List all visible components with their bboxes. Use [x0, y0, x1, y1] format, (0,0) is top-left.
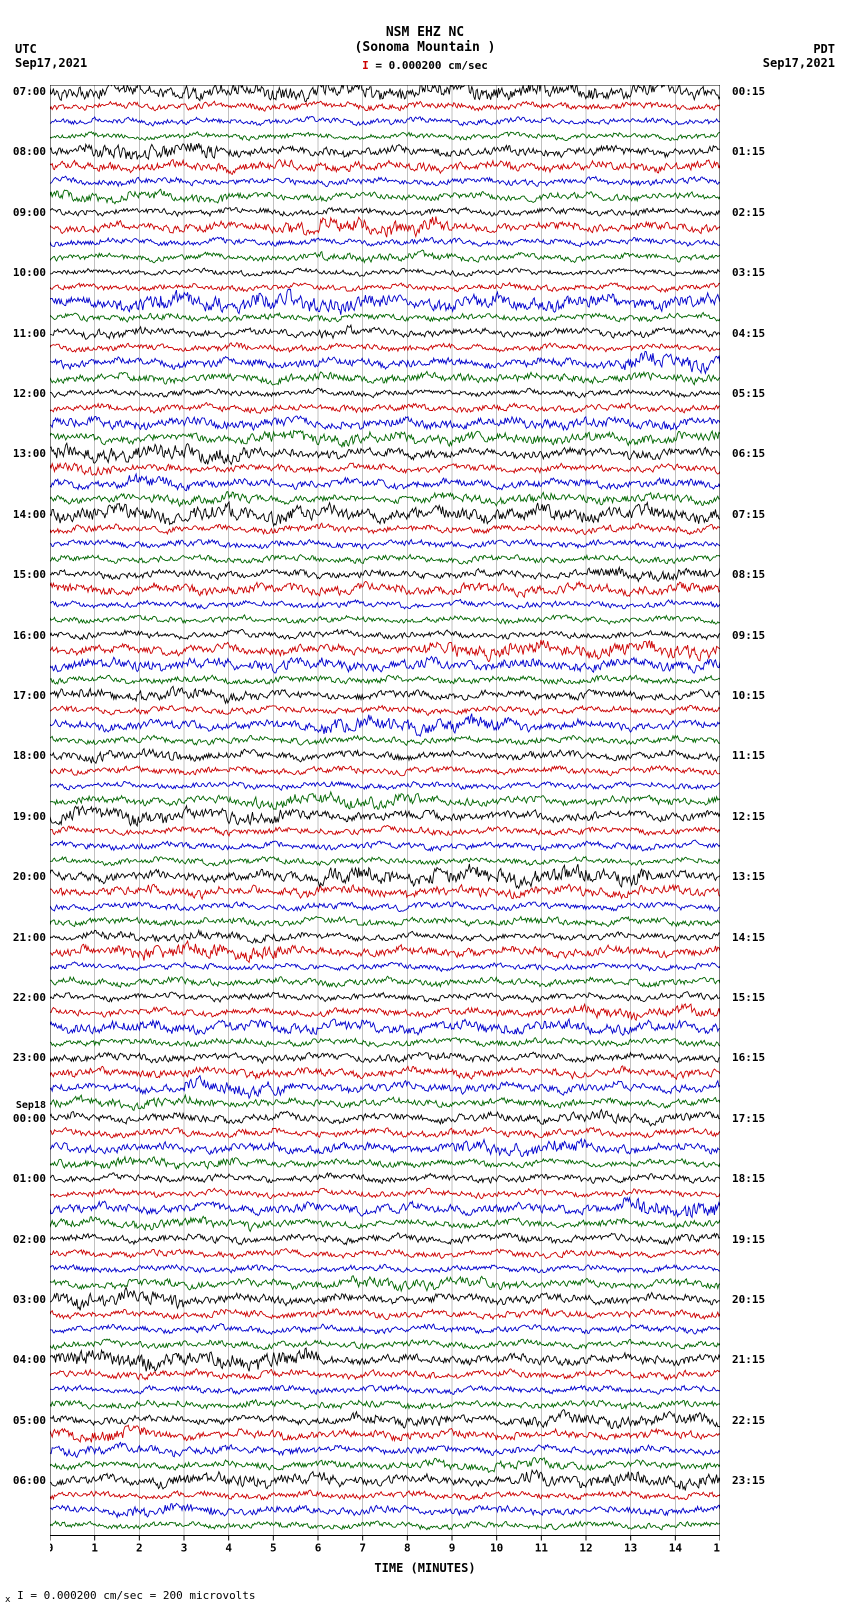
left-hour-label: 07:00 [13, 85, 46, 98]
left-hour-label: 10:00 [13, 266, 46, 279]
svg-text:15: 15 [713, 1542, 720, 1555]
svg-text:4: 4 [225, 1542, 232, 1555]
right-hour-label: 03:15 [732, 266, 765, 279]
right-hour-label: 14:15 [732, 931, 765, 944]
svg-text:12: 12 [579, 1542, 592, 1555]
left-hour-label: 02:00 [13, 1233, 46, 1246]
right-hour-label: 00:15 [732, 85, 765, 98]
right-hour-label: 21:15 [732, 1353, 765, 1366]
x-axis-label: TIME (MINUTES) [0, 1561, 850, 1575]
tz-date-right: Sep17,2021 [763, 56, 835, 70]
right-hour-label: 15:15 [732, 991, 765, 1004]
svg-text:7: 7 [359, 1542, 366, 1555]
left-hour-label: 23:00 [13, 1051, 46, 1064]
left-hour-label: 15:00 [13, 568, 46, 581]
header: NSM EHZ NC (Sonoma Mountain ) I = 0.0002… [0, 25, 850, 72]
left-hour-label: 17:00 [13, 689, 46, 702]
right-hour-label: 23:15 [732, 1474, 765, 1487]
seismogram-page: NSM EHZ NC (Sonoma Mountain ) I = 0.0002… [0, 0, 850, 1613]
seismogram-svg: 0123456789101112131415 [50, 85, 720, 1555]
date-marker: Sep18 [16, 1100, 46, 1111]
left-hour-label: 20:00 [13, 870, 46, 883]
left-hour-label: 03:00 [13, 1293, 46, 1306]
left-hour-label: 09:00 [13, 206, 46, 219]
station-location: (Sonoma Mountain ) [0, 40, 850, 55]
left-hour-label: 21:00 [13, 931, 46, 944]
svg-text:14: 14 [669, 1542, 683, 1555]
svg-text:11: 11 [535, 1542, 549, 1555]
right-time-labels: 00:15 01:15 02:15 03:15 04:15 05:15 06:15 07:15… [730, 85, 850, 1555]
right-hour-label: 12:15 [732, 810, 765, 823]
left-hour-label: 22:00 [13, 991, 46, 1004]
left-hour-label: 14:00 [13, 508, 46, 521]
right-hour-label: 02:15 [732, 206, 765, 219]
svg-text:5: 5 [270, 1542, 277, 1555]
right-hour-label: 01:15 [732, 145, 765, 158]
footer-scale: x I = 0.000200 cm/sec = 200 microvolts [5, 1589, 256, 1605]
tz-name-right: PDT [763, 42, 835, 56]
right-hour-label: 10:15 [732, 689, 765, 702]
left-timezone: UTC Sep17,2021 [15, 42, 87, 70]
left-hour-label: 06:00 [13, 1474, 46, 1487]
svg-text:0: 0 [50, 1542, 53, 1555]
svg-text:6: 6 [315, 1542, 322, 1555]
station-code: NSM EHZ NC [0, 25, 850, 40]
left-hour-label: 19:00 [13, 810, 46, 823]
right-hour-label: 19:15 [732, 1233, 765, 1246]
right-hour-label: 20:15 [732, 1293, 765, 1306]
left-hour-label: 13:00 [13, 447, 46, 460]
right-hour-label: 22:15 [732, 1414, 765, 1427]
right-hour-label: 13:15 [732, 870, 765, 883]
right-hour-label: 08:15 [732, 568, 765, 581]
scale-indicator: I = 0.000200 cm/sec [0, 59, 850, 72]
right-hour-label: 16:15 [732, 1051, 765, 1064]
left-time-labels: 07:00 08:00 09:00 10:00 11:00 12:00 13:00 14:00… [0, 85, 48, 1555]
left-hour-label: 12:00 [13, 387, 46, 400]
left-hour-label: 05:00 [13, 1414, 46, 1427]
seismogram-plot: 0123456789101112131415 [50, 85, 720, 1555]
svg-text:3: 3 [181, 1542, 188, 1555]
right-hour-label: 06:15 [732, 447, 765, 460]
svg-text:1: 1 [91, 1542, 98, 1555]
svg-text:9: 9 [449, 1542, 456, 1555]
svg-text:8: 8 [404, 1542, 411, 1555]
left-hour-label: 04:00 [13, 1353, 46, 1366]
left-hour-label: 18:00 [13, 749, 46, 762]
svg-text:13: 13 [624, 1542, 637, 1555]
svg-text:10: 10 [490, 1542, 503, 1555]
right-hour-label: 11:15 [732, 749, 765, 762]
right-hour-label: 04:15 [732, 327, 765, 340]
left-hour-label: 08:00 [13, 145, 46, 158]
right-timezone: PDT Sep17,2021 [763, 42, 835, 70]
tz-name-left: UTC [15, 42, 87, 56]
left-hour-label: 01:00 [13, 1172, 46, 1185]
right-hour-label: 05:15 [732, 387, 765, 400]
tz-date-left: Sep17,2021 [15, 56, 87, 70]
left-hour-label: 00:00 [13, 1112, 46, 1125]
right-hour-label: 18:15 [732, 1172, 765, 1185]
right-hour-label: 09:15 [732, 629, 765, 642]
left-hour-label: 16:00 [13, 629, 46, 642]
left-hour-label: 11:00 [13, 327, 46, 340]
svg-text:2: 2 [136, 1542, 143, 1555]
right-hour-label: 17:15 [732, 1112, 765, 1125]
right-hour-label: 07:15 [732, 508, 765, 521]
